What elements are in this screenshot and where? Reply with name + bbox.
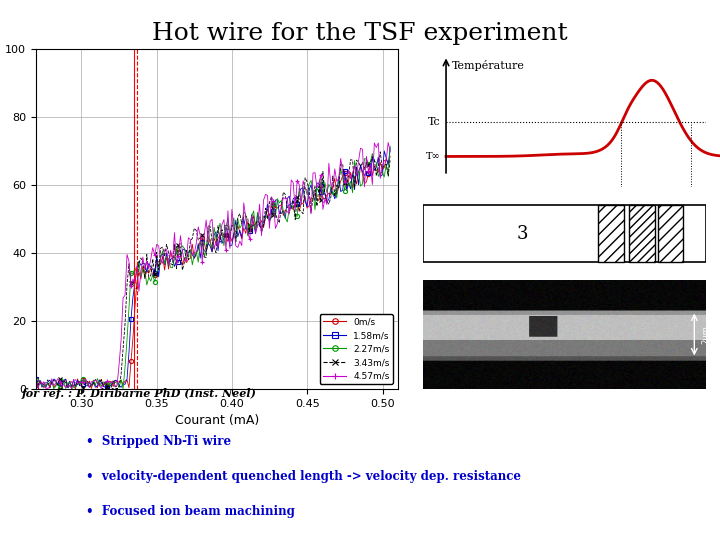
Text: 3: 3: [516, 225, 528, 242]
Legend: 0m/s, 1.58m/s, 2.27m/s, 3.43m/s, 4.57m/s: 0m/s, 1.58m/s, 2.27m/s, 3.43m/s, 4.57m/s: [320, 314, 393, 384]
Text: Tc: Tc: [428, 117, 441, 127]
Text: Température: Température: [451, 59, 525, 71]
Text: T∞: T∞: [426, 152, 441, 161]
X-axis label: Courant (mA): Courant (mA): [175, 414, 259, 427]
Text: for ref. : P. Diribarne PhD (Inst. Neel): for ref. : P. Diribarne PhD (Inst. Neel): [22, 388, 256, 399]
Text: •  velocity-dependent quenched length -> velocity dep. resistance: • velocity-dependent quenched length -> …: [86, 470, 521, 483]
Bar: [423, 205, 706, 262]
Text: •  Stripped Nb-Ti wire: • Stripped Nb-Ti wire: [86, 435, 232, 448]
Bar: [598, 205, 624, 262]
Text: •  Focused ion beam machining: • Focused ion beam machining: [86, 505, 295, 518]
Bar: [657, 205, 683, 262]
Bar: [629, 205, 654, 262]
Text: Hot wire for the TSF experiment: Hot wire for the TSF experiment: [152, 22, 568, 45]
Text: 2µm: 2µm: [701, 325, 711, 344]
